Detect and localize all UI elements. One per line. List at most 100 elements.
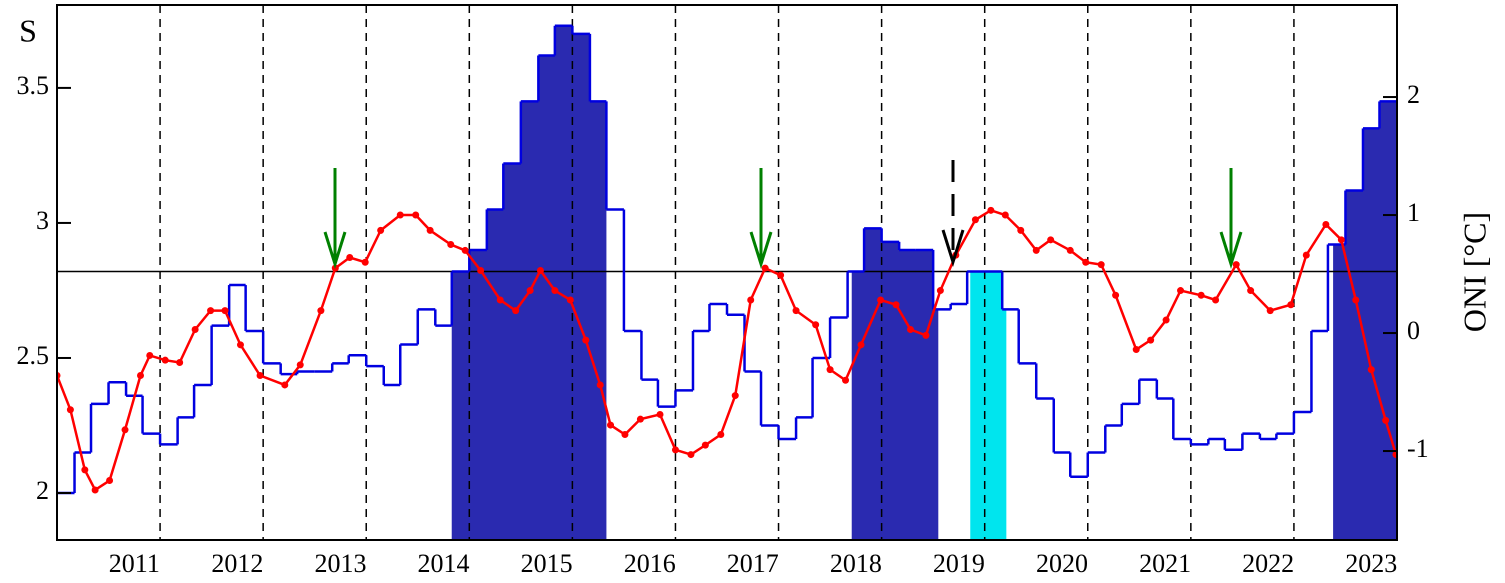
oni-point [281, 381, 289, 389]
oni-point [621, 431, 629, 439]
shaded-bar [1036, 398, 1054, 540]
shaded-bar [178, 417, 195, 540]
shaded-bar [641, 380, 658, 540]
y-tick-label: 2 [36, 476, 49, 505]
shaded-bar [520, 101, 539, 540]
shaded-bar [109, 382, 127, 540]
shaded-bar [951, 304, 968, 540]
shaded-bar [1276, 434, 1294, 540]
oni-point [1382, 416, 1390, 424]
shaded-bar [315, 371, 333, 540]
shaded-bar [1070, 477, 1088, 540]
shaded-bar [641, 380, 658, 540]
shaded-bar [658, 407, 676, 540]
oni-point [582, 336, 590, 344]
oni-point [221, 307, 229, 315]
shaded-bar [143, 434, 161, 540]
shaded-bar [1294, 412, 1312, 540]
oni-point [656, 410, 664, 418]
oni-point [1322, 220, 1330, 228]
oni-point [906, 325, 914, 333]
shaded-bar [178, 417, 195, 540]
shaded-bar [1276, 434, 1294, 540]
shaded-bar [1242, 434, 1260, 540]
shaded-bar [761, 425, 779, 540]
y2-axis-label: ONI [°C] [1456, 212, 1492, 332]
arrow-head [1219, 231, 1243, 270]
shaded-bar [1362, 128, 1380, 540]
shaded-bar [796, 417, 813, 540]
shaded-bar [933, 309, 939, 540]
shaded-bar [864, 228, 883, 540]
shaded-bar [589, 101, 607, 540]
shaded-bar [796, 417, 813, 540]
shaded-bar [1225, 450, 1243, 540]
oni-point [477, 266, 485, 274]
oni-point [377, 226, 385, 234]
shaded-bar [1070, 477, 1088, 540]
shaded-bar [178, 417, 195, 540]
shaded-bar [194, 385, 212, 540]
shaded-bar [1088, 452, 1106, 540]
shaded-bar [851, 271, 865, 540]
shaded-bar [297, 371, 315, 540]
x-tick-label: 2019 [933, 549, 985, 578]
shaded-bar [263, 363, 281, 540]
shaded-bar [1225, 450, 1243, 540]
shaded-bar [263, 363, 281, 540]
shaded-bar [349, 355, 367, 540]
shaded-bar [779, 439, 797, 540]
shaded-bar [281, 374, 298, 540]
shaded-bar [143, 434, 161, 540]
shaded-bar [1260, 439, 1277, 540]
shaded-bar [1105, 425, 1122, 540]
shaded-bar [1294, 412, 1312, 540]
shaded-bar [1036, 398, 1054, 540]
oni-point [566, 296, 574, 304]
shaded-bar [400, 344, 418, 540]
oni-point [161, 356, 169, 364]
shaded-bar [366, 366, 384, 540]
shaded-bar [91, 404, 109, 540]
shaded-bar [1208, 439, 1225, 540]
shaded-bar [1333, 244, 1346, 540]
shaded-bar [1276, 434, 1294, 540]
oni-point [892, 301, 900, 309]
y-tick-label: 2.5 [17, 341, 50, 370]
shaded-bar [779, 439, 797, 540]
shaded-bar [538, 55, 556, 540]
shade-group [91, 271, 1328, 540]
shaded-bar [1311, 331, 1328, 540]
shaded-bar [91, 404, 109, 540]
shaded-bar [160, 444, 178, 540]
shaded-bar [109, 382, 127, 540]
oni-point [236, 341, 244, 349]
shaded-bar [1311, 331, 1328, 540]
shaded-bar [332, 363, 349, 540]
shaded-bar [435, 326, 452, 540]
shaded-bar [899, 249, 917, 540]
oni-point [792, 307, 800, 315]
shade-group [91, 228, 1294, 540]
shaded-bar [212, 326, 230, 540]
shaded-bar [349, 355, 367, 540]
shaded-bar [1173, 439, 1191, 540]
shaded-bar [1139, 380, 1157, 540]
shaded-bar [384, 385, 401, 540]
shaded-bar [951, 304, 968, 540]
shaded-bar [91, 404, 109, 540]
shade-group [91, 25, 1312, 540]
oni-point [1132, 346, 1140, 354]
oni-point [106, 477, 114, 485]
shaded-bar [1054, 452, 1071, 540]
shaded-bar [1294, 412, 1312, 540]
oni-point [1232, 261, 1240, 269]
shaded-bar [1173, 439, 1191, 540]
shaded-bar [435, 326, 452, 540]
x-tick-label: 2022 [1242, 549, 1294, 578]
shaded-bar [1019, 363, 1037, 540]
oni-point [496, 296, 504, 304]
x-tick-label: 2023 [1345, 549, 1397, 578]
oni-point [146, 351, 154, 359]
shaded-bar [1139, 380, 1157, 540]
